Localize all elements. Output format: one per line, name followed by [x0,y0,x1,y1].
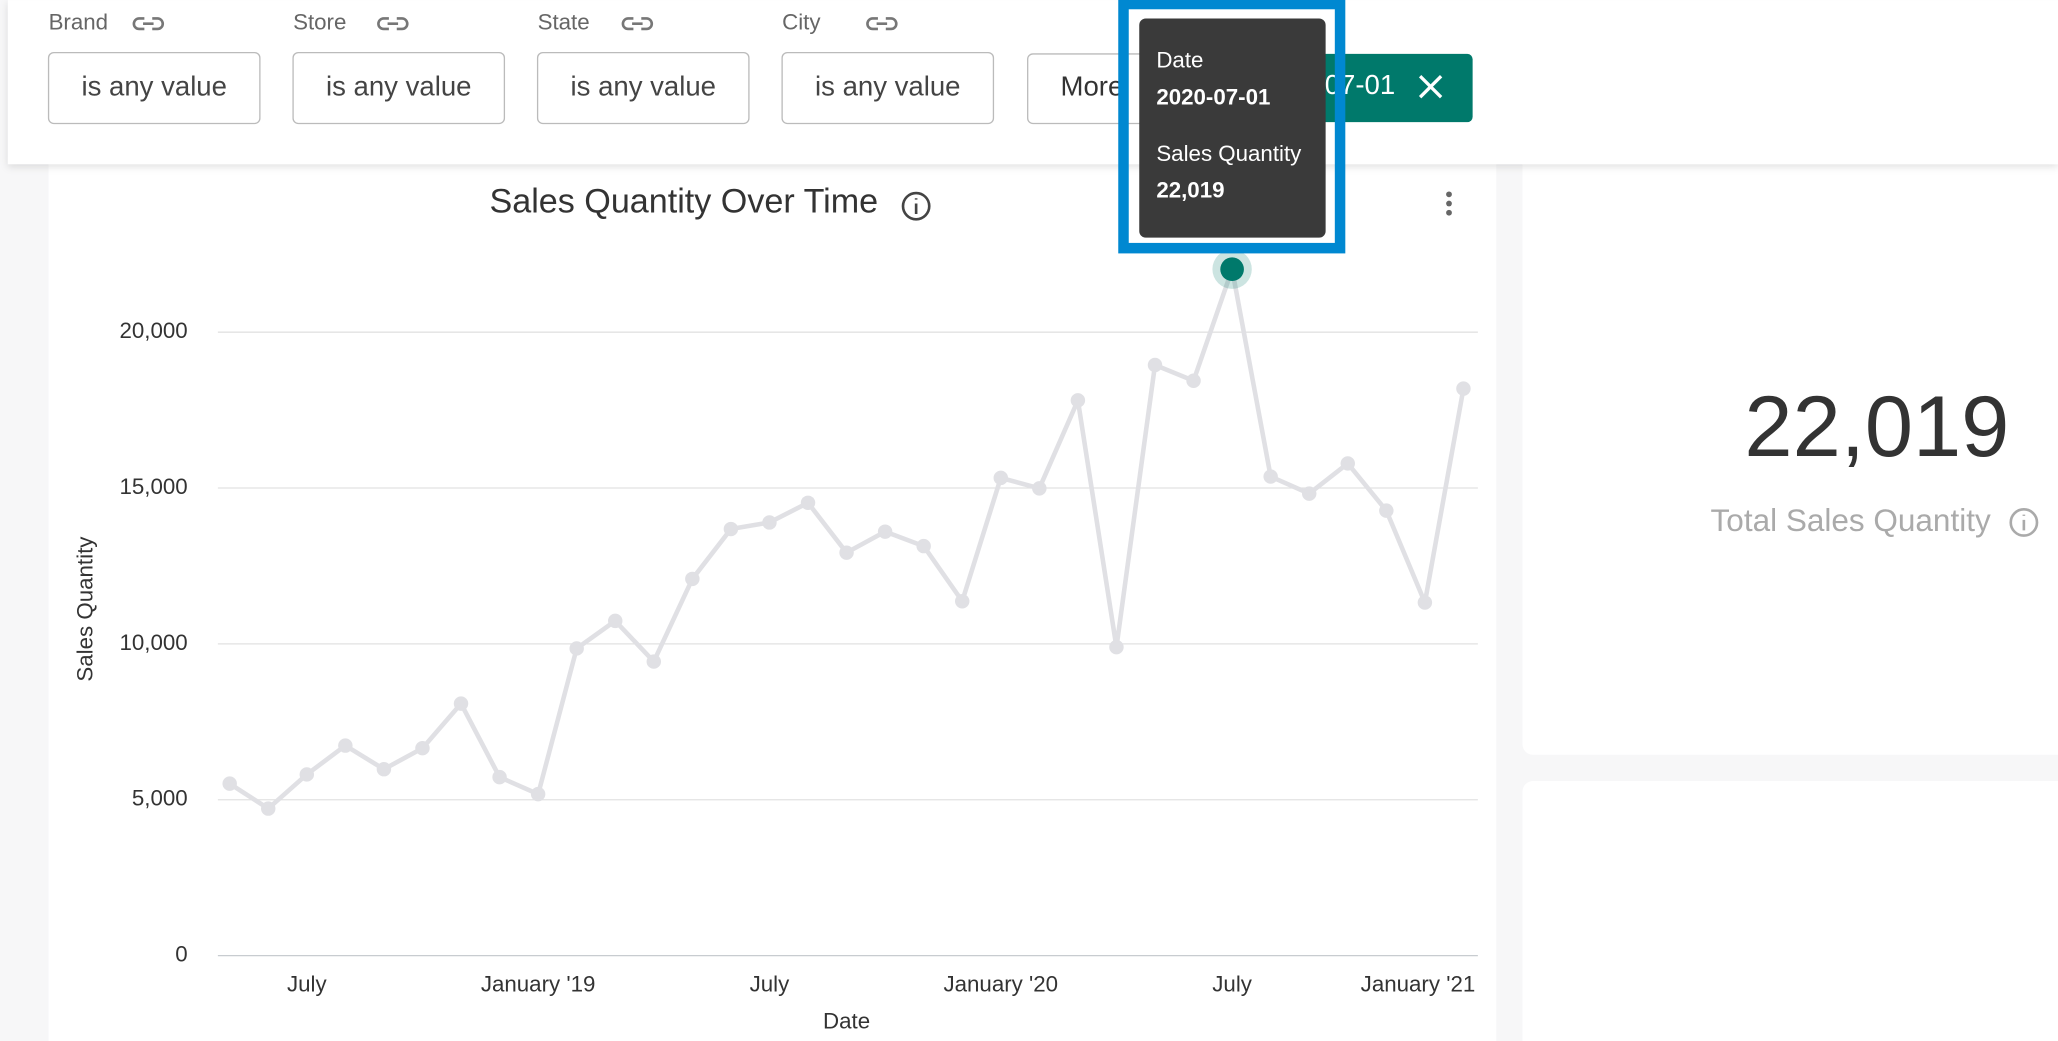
point [1109,639,1124,655]
point [338,738,353,753]
info-icon[interactable] [901,191,931,221]
point [955,594,970,609]
point [1186,373,1201,388]
point [1263,469,1278,484]
point [1070,393,1086,408]
point [916,538,931,554]
y-tick-label: 0 [175,941,187,966]
filter-input[interactable] [781,51,995,125]
point [453,696,469,711]
filter-value: is any value [326,70,471,101]
point [800,495,816,511]
filter-label: Store [293,10,346,35]
y-tick-label: 5,000 [132,786,188,811]
point [877,524,893,539]
more-text: More [1061,70,1124,101]
highlighted-point [1220,257,1244,282]
link-icon [132,17,164,31]
point [685,571,700,587]
filter-input[interactable] [47,51,261,125]
point [1302,486,1317,501]
point [530,786,546,802]
point [723,521,739,537]
y-tick-label: 10,000 [119,630,187,655]
kpi-info-icon[interactable] [2009,508,2039,537]
point [299,767,315,782]
x-tick-label: July [750,972,791,997]
point [646,654,662,669]
point [762,515,777,530]
close-icon[interactable] [1418,75,1443,99]
x-tick-label: January '19 [481,972,596,997]
point [261,801,276,816]
point [839,545,854,560]
card [1522,781,2058,1041]
kpi-value: 22,019 [1744,379,2009,475]
chart-card [48,144,1497,1041]
plot: 0 5,000 10,000 15,000 20,000 July January '19 J… [119,249,1478,997]
point [608,613,623,629]
point [1340,456,1355,471]
filter-label: State [538,10,590,35]
link-icon [866,17,898,31]
point [415,740,430,756]
tooltip-value-label: Sales Quantity [1156,141,1302,166]
chart-title: Sales Quantity Over Time [490,183,879,221]
kpi-card [1522,144,2058,755]
highlight-box [1118,0,1346,254]
filter-label: Brand [49,10,109,35]
filter-value: is any value [815,70,960,101]
point [1032,481,1047,496]
tooltip-date: 2020-07-01 [1156,84,1270,109]
x-tick-label: January '20 [943,972,1058,997]
point [993,470,1008,486]
tooltip-date-label: Date [1156,48,1203,73]
point [569,641,584,656]
menu-icon[interactable] [1446,191,1452,216]
point [376,761,392,777]
y-axis-label: Sales Quantity [73,536,98,682]
filter-value: is any value [81,70,226,101]
link-icon [377,17,409,31]
tooltip [1139,18,1326,238]
y-tick-label: 20,000 [119,318,187,343]
kpi-label: Total Sales Quantity [1711,502,1991,538]
point [1147,357,1163,373]
filters: Brand is any value Store is any value State i… [47,10,995,125]
filter-value: is any value [571,70,716,101]
point [492,769,507,785]
x-tick-label: July [1212,972,1253,997]
filter-label: City [782,10,821,35]
x-axis-label: Date [823,1008,870,1033]
x-tick-label: January '21 [1361,972,1476,997]
link-icon [621,17,654,31]
point [222,776,237,791]
tooltip-value: 22,019 [1156,178,1224,203]
x-tick-label: July [287,972,328,997]
point [1417,595,1433,610]
y-tick-label: 15,000 [119,474,187,499]
point [1379,503,1394,518]
point [1456,381,1471,396]
filter-input[interactable] [536,51,750,125]
filter-input[interactable] [292,51,506,125]
